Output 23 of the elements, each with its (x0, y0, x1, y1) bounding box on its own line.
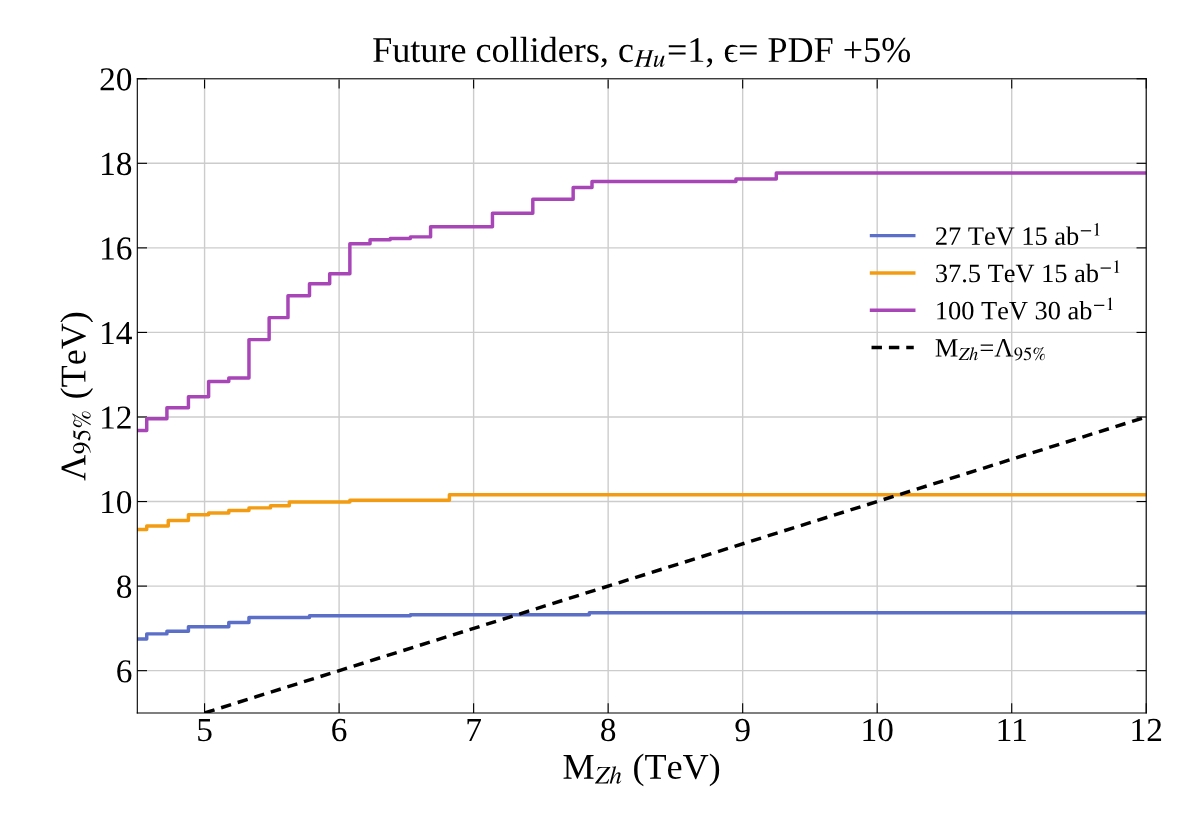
x-tick-label: 8 (601, 718, 616, 742)
x-tick-label: 10 (863, 718, 893, 742)
legend-label: M$_{Zh}$=Λ$_{95%}$ (935, 339, 1045, 361)
y-axis-title: Λ$_{95%}$ (TeV) (60, 312, 94, 481)
y-tick-label: 8 (117, 575, 132, 598)
y-tick-label: 18 (102, 152, 132, 176)
legend-label: 27 TeV 15 ab$^{−1}$ (936, 222, 1100, 246)
legend-label: 37.5 TeV 15 ab$^{−1}$ (936, 260, 1120, 283)
y-tick-label: 6 (117, 660, 132, 683)
chart-title: Future colliders, c$_{Hu}$=1, ϵ= PDF +5% (373, 36, 911, 68)
y-tick-label: 16 (102, 237, 132, 260)
y-tick-label: 14 (102, 321, 132, 344)
x-tick-label: 6 (332, 718, 347, 742)
x-tick-label: 7 (467, 719, 481, 741)
y-tick-label: 10 (102, 490, 132, 514)
x-tick-label: 9 (735, 718, 750, 742)
x-axis-title: M$_{Zh}$ (TeV) (563, 753, 720, 787)
legend-label: 100 TeV 30 ab$^{−1}$ (937, 297, 1113, 320)
y-tick-label: 12 (102, 406, 131, 429)
x-tick-label: 5 (198, 719, 212, 742)
x-tick-label: 12 (1132, 718, 1162, 741)
y-tick-label: 20 (100, 68, 132, 91)
x-tick-label: 11 (998, 718, 1026, 741)
